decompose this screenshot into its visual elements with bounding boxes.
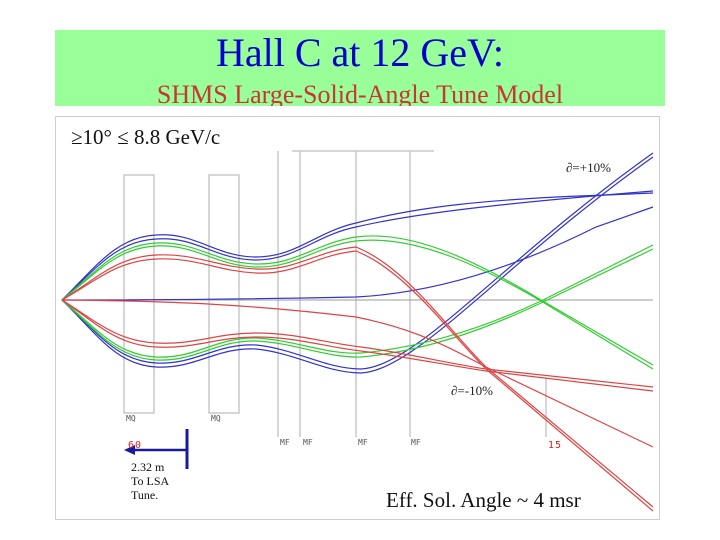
ray-trace-diagram [61,150,654,512]
red-tag-right: 15 [548,440,563,451]
quad-2-label: MQ [211,414,221,423]
red-ray-lower-b [61,299,654,392]
title-band [55,30,665,106]
dipole-label-4: MF [411,438,421,447]
green-ray-upper-b [61,239,654,370]
effective-solid-angle-label: Eff. Sol. Angle ~ 4 msr [386,488,581,512]
red-tag-left: 60 [128,440,143,451]
blue-ray-lower-a [61,152,654,370]
quad-1-outline [123,174,155,414]
delta-plus-label: ∂=+10% [566,160,611,175]
tune-shift-note: 2.32 m To LSA Tune. [131,460,170,502]
slide-title: Hall C at 12 GeV: [215,30,505,75]
quad-2-outline [208,174,240,414]
dipole-label-2: MF [303,438,313,447]
slide-subtitle: SHMS Large-Solid-Angle Tune Model [156,80,564,106]
delta-minus-label: ∂=-10% [451,383,493,398]
blue-ray-upper-b [61,190,654,301]
green-ray-lower-a [61,244,654,358]
kinematic-cut-label: ≥10° ≤ 8.8 GeV/c [71,125,221,149]
red-ray-group [61,246,654,512]
shift-arrow [124,429,189,469]
green-ray-upper-a [61,235,654,366]
blue-ray-axis-cross [61,206,654,301]
dipole-label-1: MF [280,438,290,447]
red-ray-upper-a [61,246,654,508]
red-ray-axis-a [61,299,654,448]
red-ray-upper-b [61,250,654,512]
green-ray-lower-b [61,248,654,361]
blue-ray-upper-a [61,192,654,301]
optics-plot: ≥10° ≤ 8.8 GeV/c ∂=+10% ∂=-10% MQ MQ MF … [55,116,660,520]
blue-ray-group [61,152,654,374]
dipole-label-3: MF [358,438,368,447]
green-ray-group [61,235,654,370]
blue-ray-lower-b [61,156,654,374]
red-ray-lower-a [61,299,654,388]
quad-1-label: MQ [126,414,136,423]
